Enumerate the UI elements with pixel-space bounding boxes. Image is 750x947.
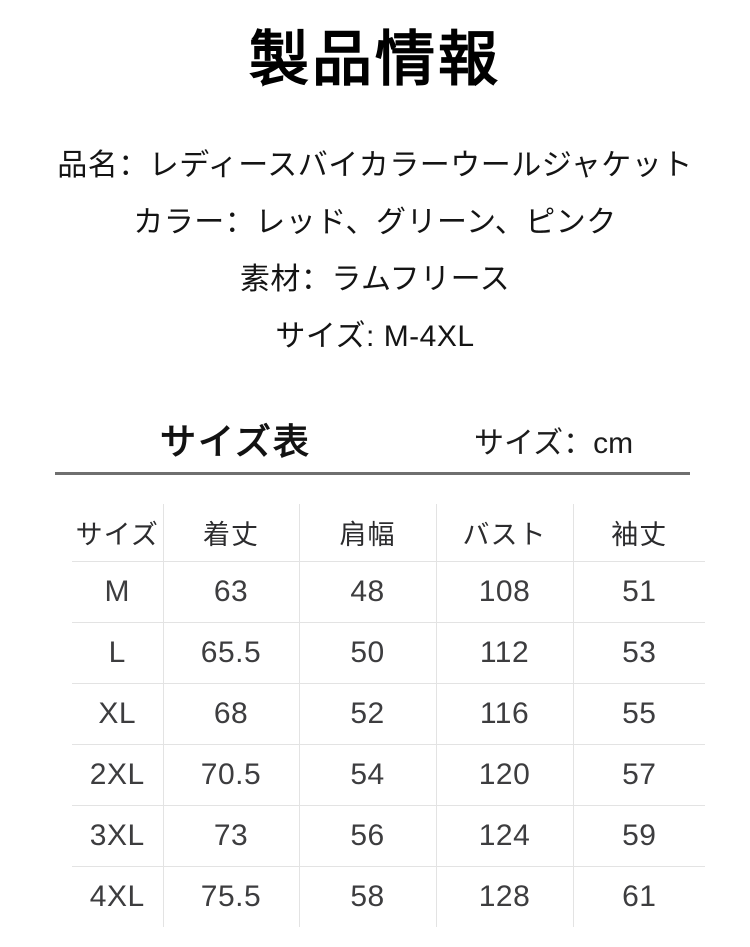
section-divider [55,472,690,476]
product-material-line: 素材：ラムフリース [239,263,511,297]
length-cell: 75.5 [163,866,300,928]
table-row-3xl: 3XL 73 56 124 59 [72,805,705,868]
column-header-sleeve: 袖丈 [573,504,705,563]
product-attribute-list: 品名：レディースバイカラーウールジャケット カラー：レッド、グリーン、ピンク 素… [0,137,750,365]
sleeve-cell: 57 [573,744,705,807]
table-row-m: M 63 48 108 51 [72,561,705,624]
bust-cell: 120 [436,744,574,807]
size-cell: M [72,561,164,624]
bust-cell: 128 [436,866,574,928]
sleeve-cell: 59 [573,805,705,868]
length-cell: 68 [163,683,300,746]
sleeve-cell: 53 [573,622,705,685]
length-cell: 65.5 [163,622,300,685]
table-row-4xl: 4XL 75.5 58 128 61 [72,866,705,928]
column-header-bust: バスト [436,504,574,563]
length-cell: 63 [163,561,300,624]
bust-cell: 116 [436,683,574,746]
size-chart-header: サイズ表 サイズ：cm [0,413,750,462]
column-header-length: 着丈 [163,504,300,563]
table-row-l: L 65.5 50 112 53 [72,622,705,685]
length-cell: 70.5 [163,744,300,807]
bust-cell: 112 [436,622,574,685]
product-color-line: カラー：レッド、グリーン、ピンク [133,206,617,240]
size-cell: L [72,622,164,685]
shoulder-cell: 54 [299,744,437,807]
size-table-body: M 63 48 108 51 L 65.5 50 112 53 XL 68 52… [72,561,705,928]
column-header-shoulder: 肩幅 [299,504,437,563]
length-cell: 73 [163,805,300,868]
column-header-size: サイズ [72,504,164,563]
size-cell: 3XL [72,805,164,868]
size-unit-label: サイズ：cm [474,427,634,461]
size-cell: 4XL [72,866,164,928]
shoulder-cell: 50 [299,622,437,685]
product-name-line: 品名：レディースバイカラーウールジャケット [57,149,693,183]
table-row-2xl: 2XL 70.5 54 120 57 [72,744,705,807]
shoulder-cell: 56 [299,805,437,868]
size-chart-heading: サイズ表 [160,421,311,463]
table-row-xl: XL 68 52 116 55 [72,683,705,746]
page-title: 製品情報 [249,26,501,93]
size-table-head: サイズ 着丈 肩幅 バスト 袖丈 [72,504,705,563]
shoulder-cell: 58 [299,866,437,928]
shoulder-cell: 48 [299,561,437,624]
sleeve-cell: 55 [573,683,705,746]
bust-cell: 108 [436,561,574,624]
bust-cell: 124 [436,805,574,868]
header-row: サイズ 着丈 肩幅 バスト 袖丈 [72,504,705,563]
size-cell: 2XL [72,744,164,807]
product-size-range-line: サイズ: M-4XL [275,320,475,354]
size-cell: XL [72,683,164,746]
shoulder-cell: 52 [299,683,437,746]
sleeve-cell: 61 [573,866,705,928]
sleeve-cell: 51 [573,561,705,624]
size-chart-table: サイズ 着丈 肩幅 バスト 袖丈 M 63 48 108 51 L 65.5 5… [72,504,705,928]
